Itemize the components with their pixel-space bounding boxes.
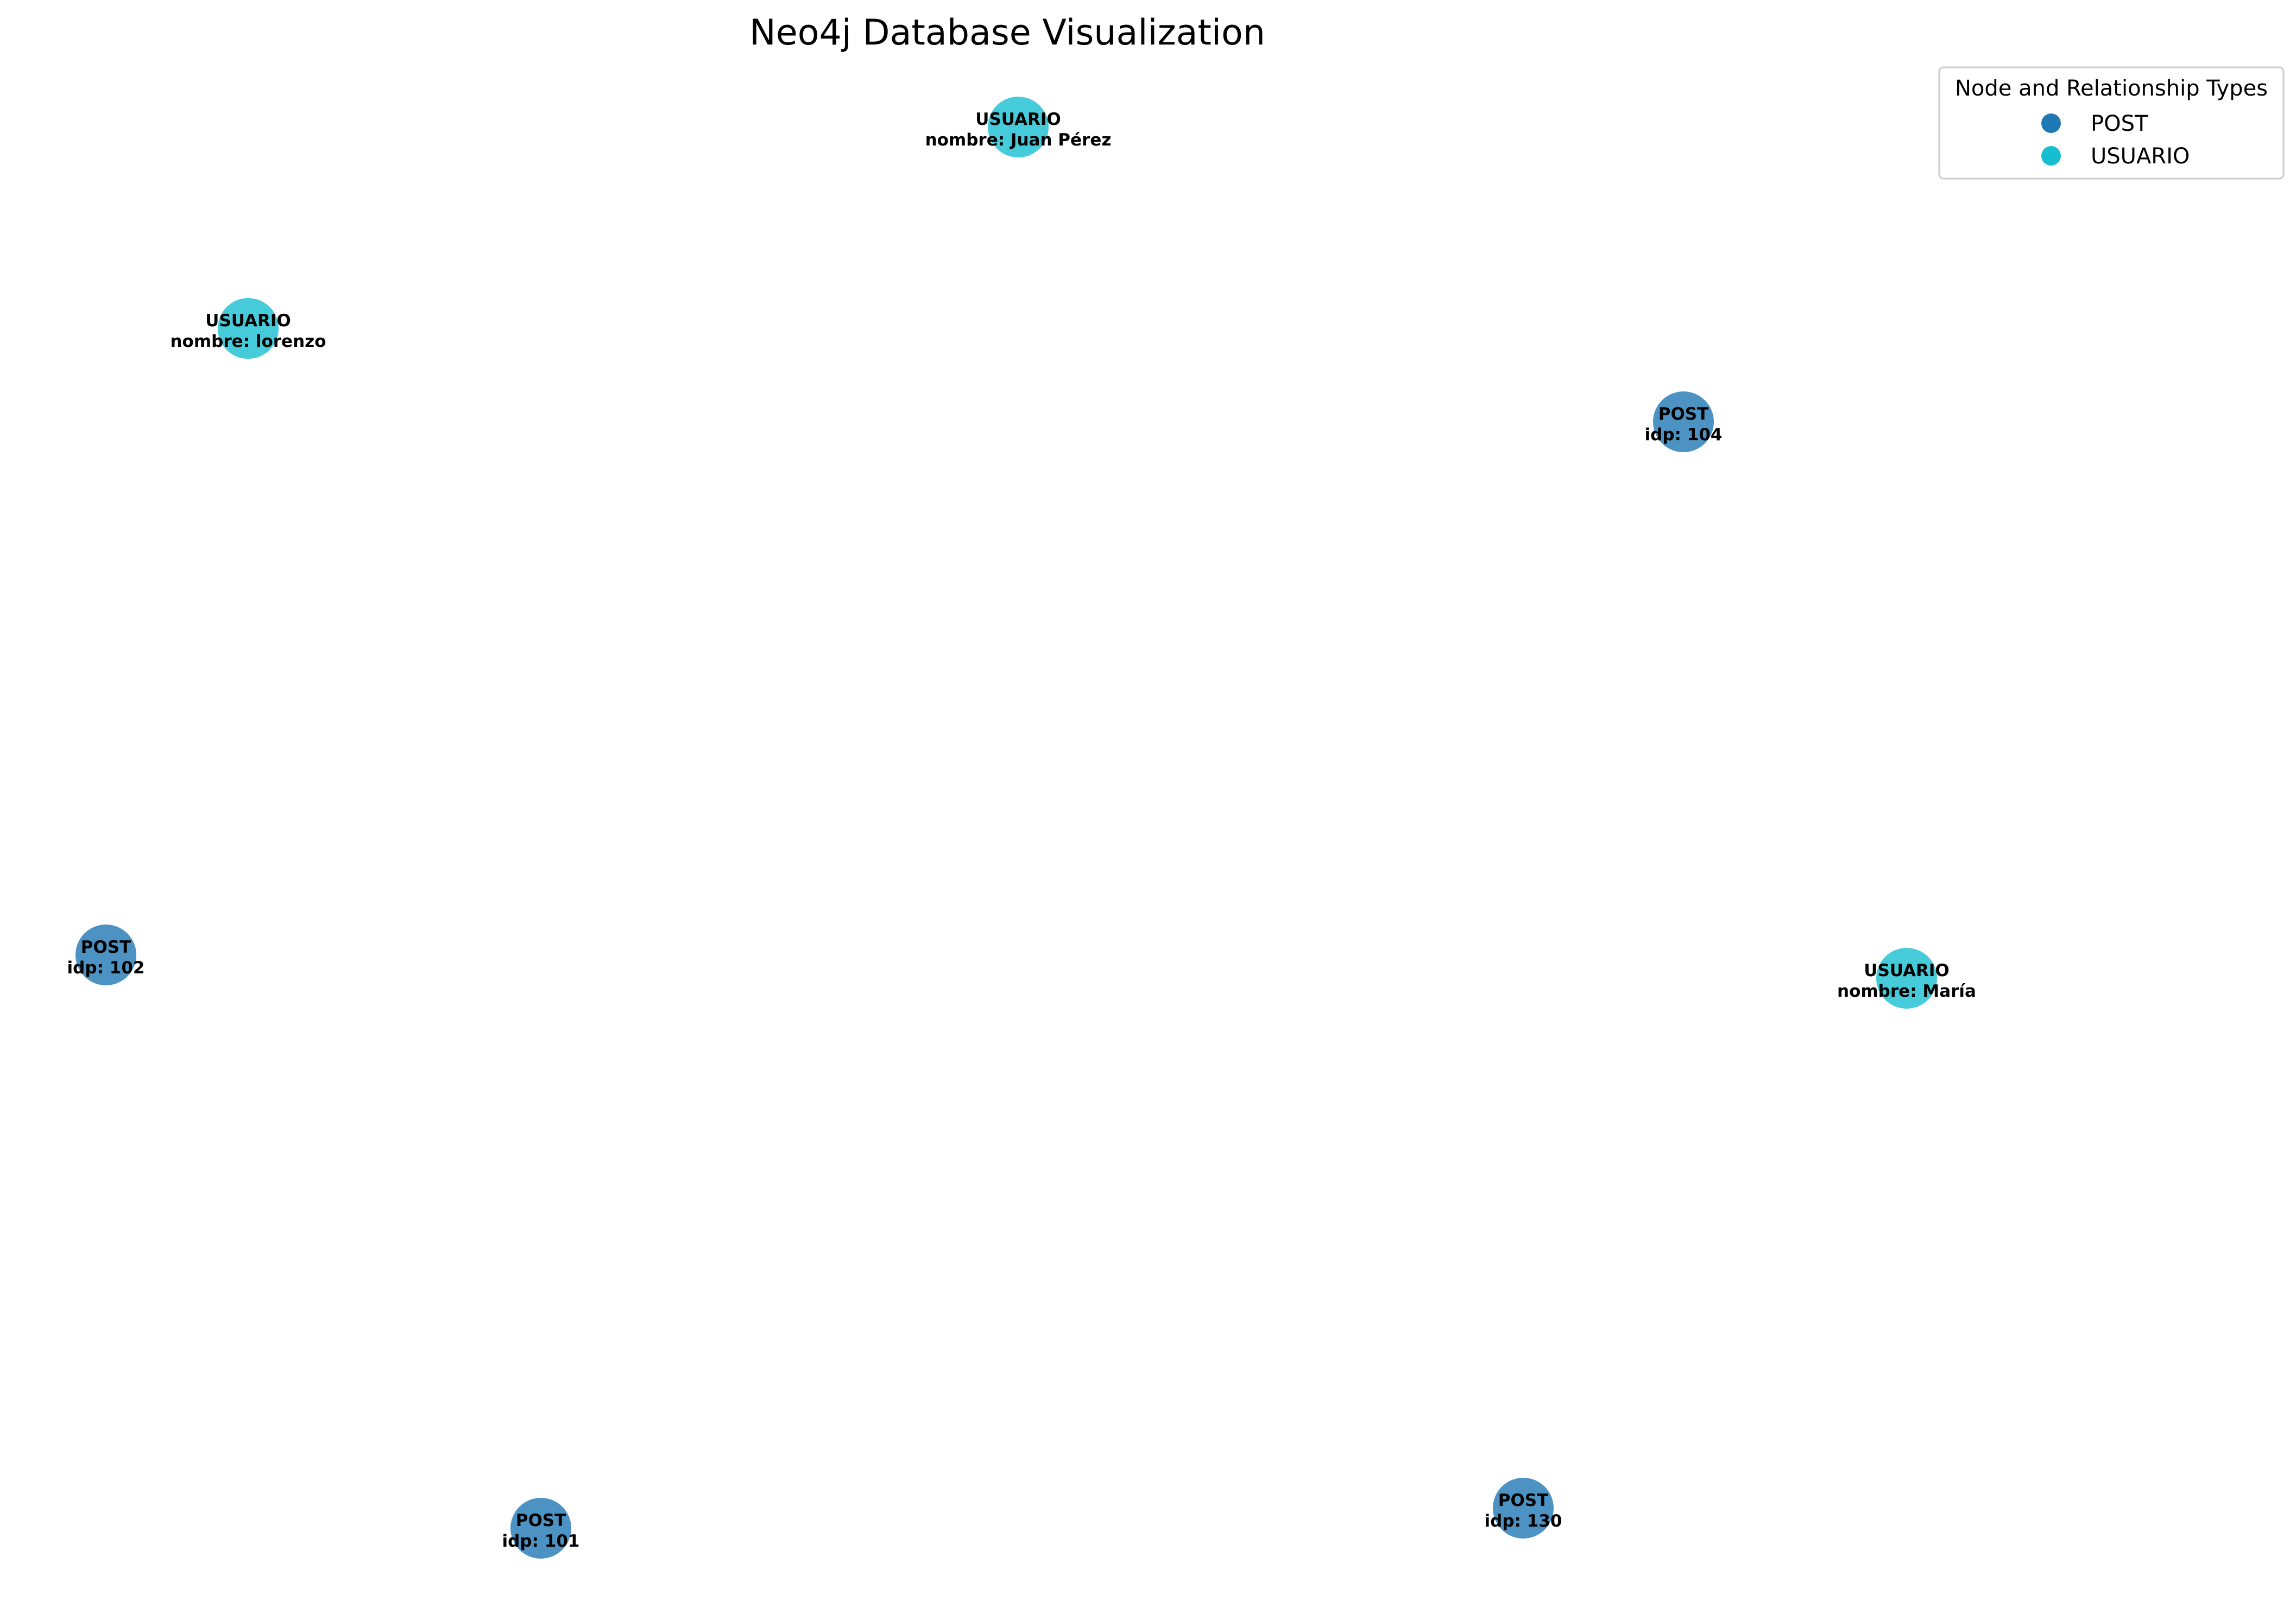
node-circle: [75, 925, 136, 985]
graph-node-usuario-maria: USUARIO nombre: María: [1837, 948, 1976, 1009]
legend-label-usuario: USUARIO: [2091, 144, 2190, 169]
node-circle: [218, 298, 279, 359]
node-circle: [988, 97, 1049, 157]
node-circle: [1653, 391, 1714, 452]
node-property-label: nombre: lorenzo: [170, 332, 326, 351]
node-property-label: idp: 130: [1485, 1511, 1562, 1531]
usuario-legend-marker: [2041, 146, 2061, 166]
node-property-label: idp: 101: [502, 1531, 580, 1551]
node-type-label: USUARIO: [205, 311, 291, 331]
legend-item-post: POST: [2041, 111, 2148, 136]
node-property-label: nombre: Juan Pérez: [925, 130, 1112, 150]
node-type-label: USUARIO: [1864, 961, 1949, 980]
post-legend-marker: [2041, 113, 2061, 133]
figure-title: Neo4j Database Visualization: [749, 12, 1265, 53]
node-property-label: idp: 102: [67, 958, 145, 978]
legend-item-usuario: USUARIO: [2041, 144, 2190, 169]
node-type-label: USUARIO: [975, 110, 1061, 129]
node-circle: [1493, 1478, 1554, 1539]
node-type-label: POST: [516, 1511, 566, 1530]
node-type-label: POST: [1498, 1491, 1549, 1510]
node-property-label: idp: 104: [1645, 425, 1723, 445]
node-circle: [510, 1498, 571, 1559]
legend-frame: [1938, 66, 2285, 180]
node-property-label: nombre: María: [1837, 982, 1976, 1001]
node-circle: [1876, 948, 1937, 1009]
legend: Node and Relationship Types POST USUARIO: [1938, 66, 2285, 180]
node-type-label: POST: [1658, 404, 1709, 424]
legend-label-post: POST: [2091, 111, 2148, 136]
legend-title: Node and Relationship Types: [1955, 76, 2268, 101]
node-type-label: POST: [81, 938, 131, 957]
